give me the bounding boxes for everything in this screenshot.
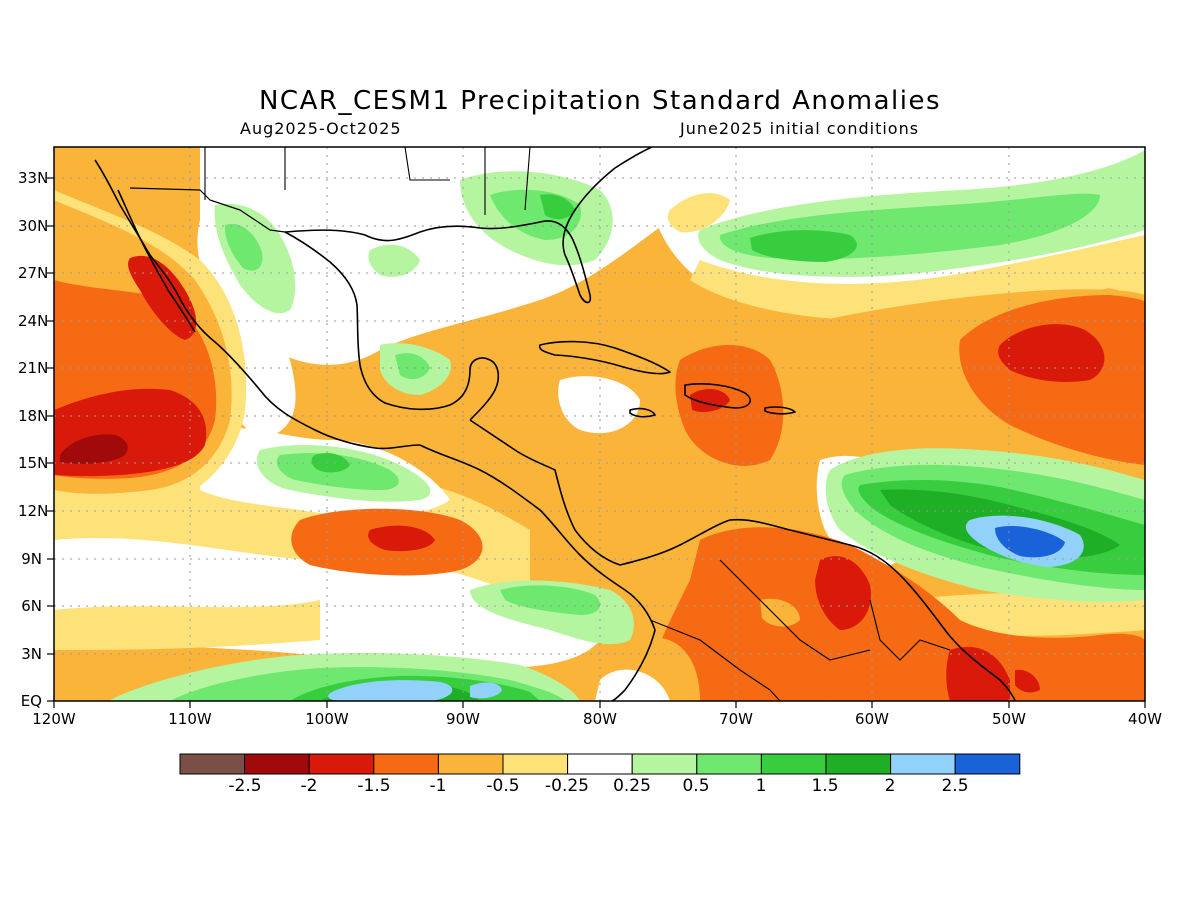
us-state-borders (204, 147, 531, 215)
colorbar-swatch (760, 753, 827, 775)
gulf-wet-core (395, 353, 430, 380)
lat-label-18n: 18N (18, 407, 49, 425)
graticule (54, 147, 1145, 701)
colorbar-swatch (244, 753, 310, 775)
us-east-coast (562, 147, 653, 256)
colorbar-swatch (696, 753, 762, 775)
anomaly-field (54, 147, 1145, 701)
central-america (419, 444, 656, 631)
south-america-dry-ring (700, 645, 834, 701)
atlantic-east-dry-core (998, 324, 1105, 382)
lon-label-120w: 120W (32, 710, 76, 728)
atlantic-east-wet-peak (995, 525, 1065, 558)
south-america-west-coast (611, 629, 656, 701)
colorbar-swatch (825, 753, 892, 775)
lon-label-40w: 40W (1128, 710, 1162, 728)
lon-label-100w: 100W (305, 710, 349, 728)
lat-label-21n: 21N (18, 359, 49, 377)
florida-wet-core (540, 194, 575, 220)
brazil-dry-core (946, 646, 1010, 701)
colorbar-label: -0.25 (545, 776, 589, 796)
lat-label-33n: 33N (18, 169, 49, 187)
lat-label-15n: 15N (18, 454, 49, 472)
guyana-dry-core (815, 556, 871, 630)
baja-california (117, 189, 196, 333)
colorbar-swatch (179, 753, 246, 775)
lon-label-80w: 80W (583, 710, 617, 728)
puerto-rico (764, 406, 796, 415)
colorbar-swatch (954, 753, 1021, 775)
lat-label-27n: 27N (18, 264, 49, 282)
colorbar-label: -2 (300, 776, 318, 796)
lat-label-24n: 24N (18, 312, 49, 330)
lon-label-60w: 60W (855, 710, 889, 728)
colorbar (179, 753, 1021, 775)
lat-label-9n: 9N (21, 550, 42, 568)
lon-label-70w: 70W (719, 710, 753, 728)
texas-wet (368, 244, 420, 277)
colorbar-swatch (631, 753, 698, 775)
lat-label-3n: 3N (21, 645, 42, 663)
lon-label-90w: 90W (446, 710, 480, 728)
south-america-north-coast (619, 518, 1016, 701)
colorbar-label: 0.25 (613, 776, 651, 796)
colorbar-swatch (502, 753, 569, 775)
us-gulf-coast (284, 220, 592, 304)
pacific-wet-north-core (311, 453, 350, 473)
atlantic-north-wet-core (750, 230, 857, 262)
colorbar-swatch (308, 753, 375, 775)
lon-label-50w: 50W (992, 710, 1026, 728)
hispaniola-dry (675, 345, 784, 466)
atlantic-north-dry (667, 193, 730, 233)
colorbar-label: 1 (755, 776, 767, 796)
gulf-coast (284, 231, 500, 421)
lon-label-110w: 110W (168, 710, 212, 728)
brazil-dry-core-2 (1015, 669, 1040, 693)
axis-ticks (47, 177, 1146, 708)
jamaica (629, 407, 656, 418)
mexico-west-coast (94, 159, 421, 450)
coastlines (94, 147, 1016, 701)
central-america-caribbean (469, 419, 621, 566)
period-label: Aug2025-Oct2025 (240, 119, 402, 138)
colombia-pacific-wet-core (500, 585, 600, 615)
colorbar-swatch (567, 753, 633, 775)
cuba (538, 340, 671, 375)
colorbar-label: -1.5 (357, 776, 391, 796)
lat-label-6n: 6N (21, 597, 42, 615)
pacific-wet-south-max-2 (470, 682, 502, 699)
colorbar-label: 2 (884, 776, 896, 796)
colorbar-label: 1.5 (811, 776, 839, 796)
page-title: NCAR_CESM1 Precipitation Standard Anomal… (258, 86, 942, 116)
colorbar-swatch (373, 753, 439, 775)
guyana-borders (869, 599, 951, 661)
neutral-equatorial-band-2 (54, 600, 320, 650)
lat-label-12n: 12N (18, 502, 49, 520)
colorbar-label: -0.5 (486, 776, 520, 796)
baja-dry (128, 255, 197, 340)
mexico-wet-core (224, 223, 263, 271)
lat-label-eq: EQ (20, 692, 42, 710)
colorbar-label: 2.5 (941, 776, 969, 796)
colorbar-swatch (890, 753, 956, 775)
atlantic-northeast-dry (1060, 249, 1145, 295)
ecuador-light (595, 669, 670, 701)
pacific-dry-core (60, 434, 128, 464)
venezuela-border (719, 559, 871, 661)
init-conditions-label: June2025 initial conditions (680, 119, 920, 138)
colorbar-label: -2.5 (228, 776, 262, 796)
colorbar-swatch (437, 753, 504, 775)
colorbar-label: 0.5 (682, 776, 710, 796)
colorbar-label: -1 (429, 776, 447, 796)
lat-label-30n: 30N (18, 217, 49, 235)
colombia-border (649, 619, 781, 701)
pacific-wet-south-max (328, 680, 453, 701)
hispaniola (684, 383, 751, 409)
caribbean-neutral (558, 376, 640, 434)
us-mexico-border (129, 187, 286, 233)
pacific-central-dry-core (368, 525, 435, 552)
